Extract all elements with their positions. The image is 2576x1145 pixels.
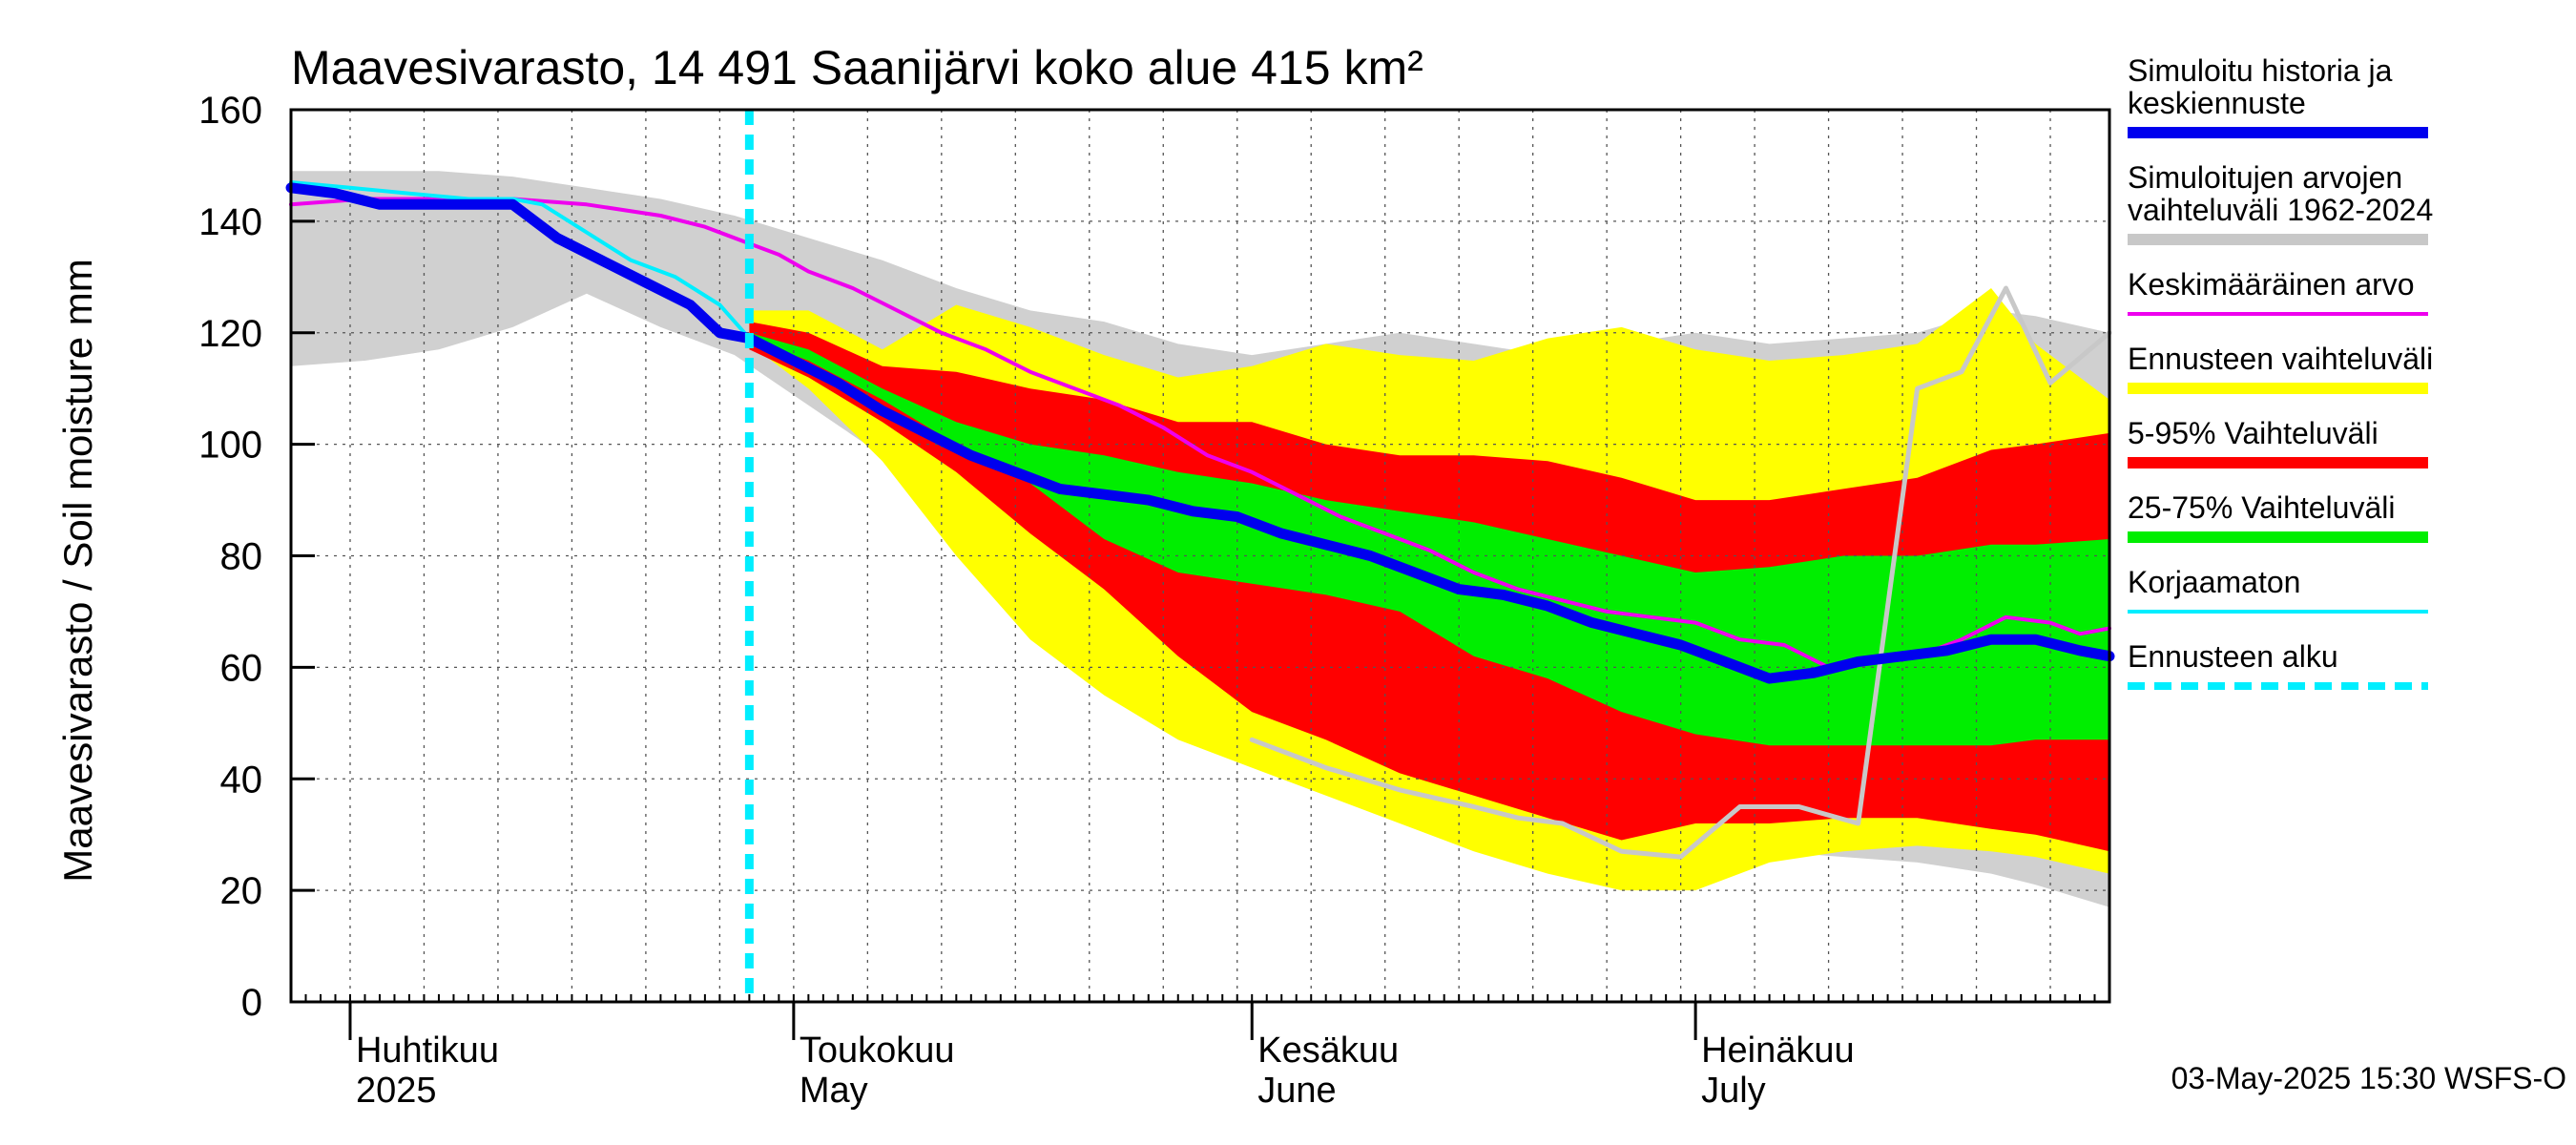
plot-area: [285, 108, 2115, 1004]
month-label-fi: Kesäkuu: [1257, 1030, 1399, 1071]
legend-label: Simuloitu historia ja: [2128, 53, 2393, 88]
y-tick-label: 20: [220, 870, 263, 912]
y-tick-label: 140: [198, 201, 262, 243]
footer-timestamp: 03-May-2025 15:30 WSFS-O: [2171, 1061, 2566, 1095]
month-label-en: May: [800, 1071, 868, 1111]
month-label-en: 2025: [356, 1071, 437, 1111]
y-tick-label: 160: [198, 90, 262, 132]
y-axis-label: Maavesivarasto / Soil moisture mm: [55, 259, 100, 883]
grid-layer: [291, 110, 2109, 1002]
y-tick-label: 120: [198, 313, 262, 355]
legend-label: Keskimääräinen arvo: [2128, 267, 2415, 302]
legend-label: Ennusteen alku: [2128, 639, 2338, 674]
legend-label: 25-75% Vaihteluväli: [2128, 490, 2395, 525]
y-tick-label: 0: [241, 982, 262, 1024]
median-forecast-line: [285, 182, 2115, 684]
y-tick-label: 60: [220, 647, 263, 689]
uncorrected-line: [289, 180, 752, 341]
gray-ensemble-member-line: [1249, 285, 2112, 860]
month-label-fi: Heinäkuu: [1701, 1030, 1855, 1071]
y-axis: 0 20 40 60 80 100 120 140 160: [198, 90, 315, 1024]
legend-label: Simuloitujen arvojen: [2128, 160, 2402, 195]
legend-label: 5-95% Vaihteluväli: [2128, 416, 2379, 450]
chart-title: Maavesivarasto, 14 491 Saanijärvi koko a…: [291, 41, 1423, 94]
y-tick-label: 80: [220, 536, 263, 578]
month-label-en: June: [1257, 1071, 1336, 1111]
y-tick-label: 100: [198, 425, 262, 467]
legend-label: Korjaamaton: [2128, 565, 2300, 599]
month-label-en: July: [1701, 1071, 1766, 1111]
month-label-fi: Toukokuu: [800, 1030, 955, 1071]
legend-label: vaihteluväli 1962-2024: [2128, 193, 2433, 227]
legend-label: Ennusteen vaihteluväli: [2128, 342, 2433, 376]
y-tick-label: 40: [220, 759, 263, 801]
month-label-fi: Huhtikuu: [356, 1030, 499, 1071]
lines-layer: [285, 110, 2115, 1002]
legend-label: keskiennuste: [2128, 86, 2306, 120]
